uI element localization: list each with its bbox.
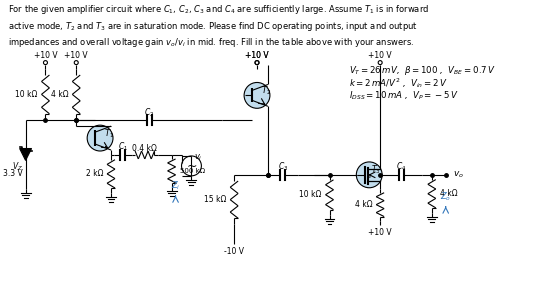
Text: $v_o$: $v_o$	[453, 170, 464, 180]
Text: $T_1$: $T_1$	[104, 128, 114, 140]
Text: $v_i$: $v_i$	[195, 153, 203, 163]
Text: +10 V: +10 V	[368, 228, 392, 237]
Text: 0.4 kΩ: 0.4 kΩ	[133, 144, 157, 152]
Text: 500 kΩ: 500 kΩ	[179, 168, 205, 174]
Text: S: S	[366, 174, 370, 179]
Text: $k= 2\,mA/V^2$ ,  $V_{in}= 2\,V$: $k= 2\,mA/V^2$ , $V_{in}= 2\,V$	[349, 77, 448, 90]
Text: 2 kΩ: 2 kΩ	[86, 169, 103, 178]
Text: $C_1$: $C_1$	[118, 141, 128, 153]
Text: +10 V: +10 V	[368, 51, 392, 60]
Text: $T_3$: $T_3$	[371, 164, 381, 176]
Text: +10 V: +10 V	[245, 51, 269, 60]
Text: -10 V: -10 V	[224, 247, 244, 256]
Text: ~: ~	[186, 159, 197, 172]
Text: 4 kΩ: 4 kΩ	[51, 90, 68, 99]
Text: 3.3 V: 3.3 V	[3, 169, 23, 178]
Text: 10 kΩ: 10 kΩ	[299, 190, 322, 199]
Text: $Z_i$: $Z_i$	[171, 179, 180, 192]
Text: $C_2$: $C_2$	[144, 106, 155, 118]
Text: +10 V: +10 V	[245, 51, 269, 60]
Circle shape	[244, 82, 270, 108]
Text: 4 kΩ: 4 kΩ	[440, 189, 458, 198]
Text: 15 kΩ: 15 kΩ	[204, 195, 226, 204]
Circle shape	[356, 162, 382, 188]
Polygon shape	[20, 148, 31, 161]
Text: $T_2$: $T_2$	[261, 84, 271, 97]
Text: $I_{DSS} = 10\,mA$ ,  $V_P = -5\,V$: $I_{DSS} = 10\,mA$ , $V_P = -5\,V$	[349, 89, 459, 102]
Text: $V_Z$: $V_Z$	[12, 160, 23, 173]
Text: $V_T= 26\,mV$,  $\beta = 100$ ,  $V_{BE}= 0.7\,V$: $V_T= 26\,mV$, $\beta = 100$ , $V_{BE}= …	[349, 64, 496, 77]
Text: $Z_o$: $Z_o$	[440, 191, 452, 203]
Text: $C_4$: $C_4$	[396, 161, 406, 173]
Text: +10 V: +10 V	[34, 51, 57, 60]
Text: 10 kΩ: 10 kΩ	[15, 90, 37, 99]
Text: +10 V: +10 V	[64, 51, 88, 60]
Text: For the given amplifier circuit where $C_1$, $C_2$, $C_3$ and $C_4$ are sufficie: For the given amplifier circuit where $C…	[8, 3, 429, 49]
Text: 4 kΩ: 4 kΩ	[355, 200, 372, 209]
Circle shape	[87, 125, 113, 151]
Text: $C_3$: $C_3$	[278, 161, 288, 173]
